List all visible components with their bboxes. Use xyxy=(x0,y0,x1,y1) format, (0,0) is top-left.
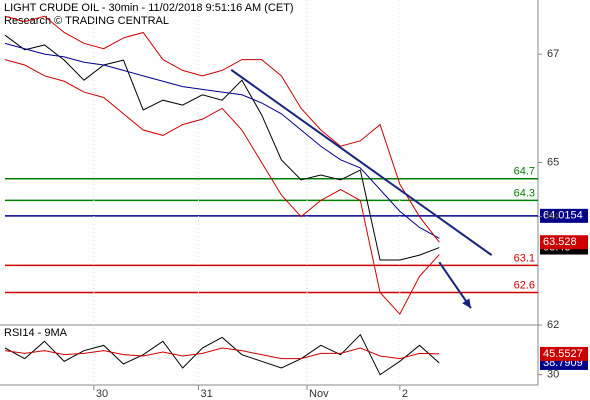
x-tick-label: 2 xyxy=(402,388,408,400)
trendline xyxy=(438,261,472,309)
x-tick-label: 30 xyxy=(96,388,108,400)
level-label: 63.1 xyxy=(514,252,535,264)
arrow-head xyxy=(462,298,471,309)
level-label: 64.3 xyxy=(514,187,535,199)
y-tick-label: 65 xyxy=(547,156,559,168)
level-label: 64.7 xyxy=(514,166,535,178)
x-tick-label: 31 xyxy=(200,388,212,400)
x-tick-label: Nov xyxy=(309,388,329,400)
last-value-label-box xyxy=(540,346,588,361)
last-value-label: 45.5527 xyxy=(543,348,583,360)
level-label: 64.0154 xyxy=(543,210,583,222)
trendline xyxy=(230,69,493,256)
y-tick-label: 62 xyxy=(547,319,559,331)
level-label-box xyxy=(540,208,588,223)
price-line xyxy=(4,42,440,239)
rsi-line xyxy=(4,347,440,360)
chart-title: LIGHT CRUDE OIL - 30min - 11/02/2018 9:5… xyxy=(4,2,294,14)
y-tick-label: 67 xyxy=(547,48,559,60)
price-line xyxy=(4,34,440,261)
last-value-label: 63.528 xyxy=(543,236,577,248)
price-line xyxy=(4,15,440,243)
last-value-label-box xyxy=(540,235,588,250)
y-tick-label: 30 xyxy=(547,369,559,381)
chart-subtitle: Research © TRADING CENTRAL xyxy=(4,15,169,27)
price-line xyxy=(4,59,440,316)
rsi-title: RSI14 - 9MA xyxy=(4,327,68,339)
level-label: 62.6 xyxy=(514,279,535,291)
y-tick-label: 64 xyxy=(547,211,559,223)
